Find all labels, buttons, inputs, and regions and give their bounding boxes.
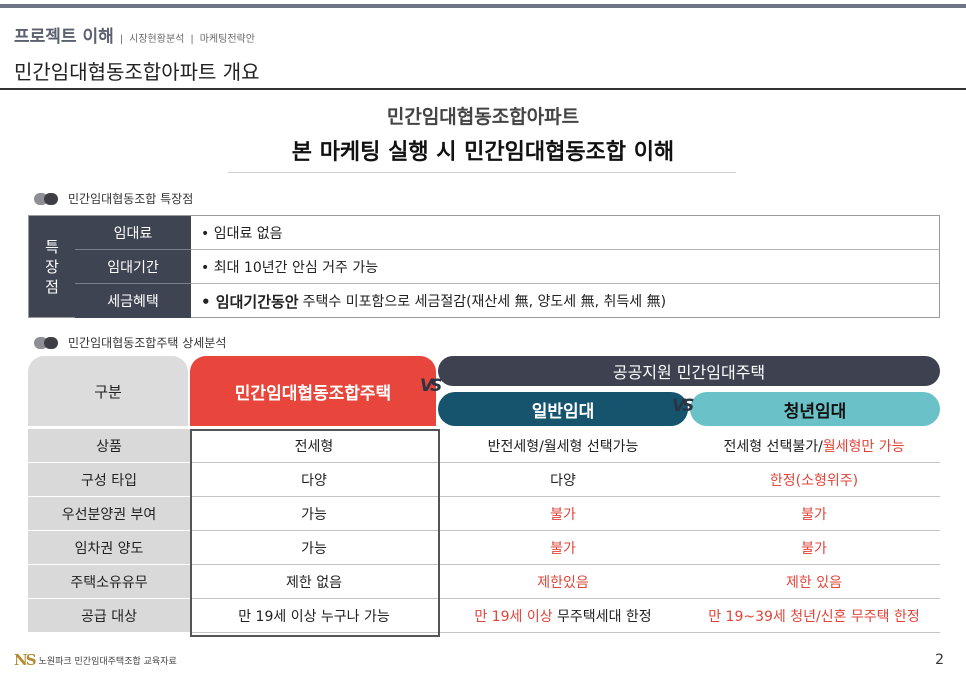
page-title: 민간임대협동조합아파트 개요: [14, 60, 260, 84]
features-side-header: 특 장 점: [29, 216, 75, 317]
features-row-value: • 임대기간동안 주택수 미포함으로 세금절감(재산세 無, 양도세 無, 취득세…: [191, 284, 939, 318]
features-section-label: 민간임대협동조합 특장점: [34, 190, 193, 207]
breadcrumb-main: 프로젝트 이해: [14, 27, 114, 47]
header-youth-rental: 청년임대: [690, 392, 940, 426]
general-cell-text: 무주택세대 한정: [552, 608, 652, 625]
breadcrumb-separator: |: [119, 34, 124, 45]
table-row: 우선분양권 부여 가능 불가 불가: [28, 497, 940, 531]
comparison-section-text: 민간임대협동조합주택 상세분석: [68, 336, 227, 350]
features-row-period: 임대기간 • 최대 10년간 안심 거주 가능: [75, 250, 939, 284]
table-row: 구성 타입 다양 다양 한정(소형위주): [28, 463, 940, 497]
table-row: 주택소유유무 제한 없음 제한있음 제한 있음: [28, 565, 940, 599]
features-row-label: 세금혜택: [75, 284, 191, 318]
hero-title: 본 마케팅 실행 시 민간임대협동조합 이해: [291, 140, 675, 165]
page-number: 2: [935, 652, 944, 668]
footer-text: 노원파크 민간임대주택조합 교육자료: [38, 656, 177, 667]
breadcrumb: 프로젝트 이해 | 시장현황분석 | 마케팅전략안: [14, 22, 255, 47]
youth-cell: 불가: [688, 497, 940, 531]
youth-cell: 제한 있음: [688, 565, 940, 599]
side-header-char: 장: [45, 257, 59, 276]
coop-cell: 전세형: [190, 429, 438, 463]
row-label: 임차권 양도: [28, 531, 190, 565]
table-row: 상품 전세형 반전세형/월세형 선택가능 전세형 선택불가/월세형만 가능: [28, 429, 940, 463]
side-header-char: 특: [45, 237, 59, 256]
header-gubun: 구분: [28, 356, 188, 426]
general-cell: 다양: [438, 463, 688, 497]
features-row-text: • 임대료 없음: [201, 225, 283, 242]
breadcrumb-separator: |: [190, 34, 194, 45]
vs-badge: VS: [420, 376, 442, 396]
header-public-rental: 공공지원 민간임대주택: [438, 356, 940, 386]
vs-badge: VS: [672, 396, 694, 416]
general-cell: 제한있음: [438, 565, 688, 599]
youth-cell: 불가: [688, 531, 940, 565]
header-coop-housing: 민간임대협동조합주택: [190, 356, 436, 426]
features-row-text: 주택수 미포함으로 세금절감(재산세 無, 양도세 無, 취득세 無): [302, 294, 667, 310]
youth-cell-highlight: 월세형만 가능: [822, 438, 905, 455]
row-label: 주택소유유무: [28, 565, 190, 599]
general-cell-highlight: 만 19세 이상: [474, 608, 553, 625]
features-row-label: 임대기간: [75, 250, 191, 284]
table-row: 공급 대상 만 19세 이상 누구나 가능 만 19세 이상 무주택세대 한정 …: [28, 599, 940, 633]
features-table: 특 장 점 임대료 • 임대료 없음 임대기간 • 최대 10년간 안심 거주 …: [28, 215, 940, 318]
features-row-value: • 임대료 없음: [191, 216, 939, 250]
features-row-text: • 최대 10년간 안심 거주 가능: [201, 259, 379, 276]
row-label: 상품: [28, 429, 190, 463]
top-accent-bar: [0, 4, 966, 8]
row-label: 우선분양권 부여: [28, 497, 190, 531]
title-divider: [0, 88, 966, 90]
table-row: 임차권 양도 가능 불가 불가: [28, 531, 940, 565]
row-label: 구성 타입: [28, 463, 190, 497]
row-label: 공급 대상: [28, 599, 190, 633]
youth-cell-text: 전세형 선택불가/: [723, 438, 823, 455]
side-header-char: 점: [45, 277, 59, 296]
general-cell: 반전세형/월세형 선택가능: [438, 429, 688, 463]
features-row-label: 임대료: [75, 216, 191, 250]
features-row-bold: • 임대기간동안: [201, 292, 299, 311]
toggle-bullet-icon: [34, 336, 60, 349]
coop-cell: 만 19세 이상 누구나 가능: [190, 599, 438, 633]
coop-cell: 다양: [190, 463, 438, 497]
general-cell: 만 19세 이상 무주택세대 한정: [438, 599, 688, 633]
breadcrumb-item-market: 시장현황분석: [129, 34, 185, 45]
features-row-value: • 최대 10년간 안심 거주 가능: [191, 250, 939, 284]
coop-cell: 제한 없음: [190, 565, 438, 599]
ns-logo-icon: NS: [14, 651, 37, 669]
general-cell: 불가: [438, 497, 688, 531]
coop-cell: 가능: [190, 497, 438, 531]
hero-subtitle: 민간임대협동조합아파트: [386, 106, 580, 128]
toggle-bullet-icon: [34, 192, 60, 205]
coop-cell: 가능: [190, 531, 438, 565]
breadcrumb-item-strategy: 마케팅전략안: [199, 34, 255, 45]
features-row-rent: 임대료 • 임대료 없음: [75, 216, 939, 250]
footer-logo: NS 노원파크 민간임대주택조합 교육자료: [14, 651, 177, 669]
comparison-section-label: 민간임대협동조합주택 상세분석: [34, 334, 226, 351]
features-section-text: 민간임대협동조합 특장점: [68, 192, 194, 206]
general-cell: 불가: [438, 531, 688, 565]
youth-cell: 만 19~39세 청년/신혼 무주택 한정: [688, 599, 940, 633]
header-general-rental: 일반임대: [438, 392, 688, 426]
features-row-tax: 세금혜택 • 임대기간동안 주택수 미포함으로 세금절감(재산세 無, 양도세 無…: [75, 284, 939, 318]
youth-cell: 한정(소형위주): [688, 463, 940, 497]
youth-cell: 전세형 선택불가/월세형만 가능: [688, 429, 940, 463]
hero-divider: [228, 172, 736, 173]
